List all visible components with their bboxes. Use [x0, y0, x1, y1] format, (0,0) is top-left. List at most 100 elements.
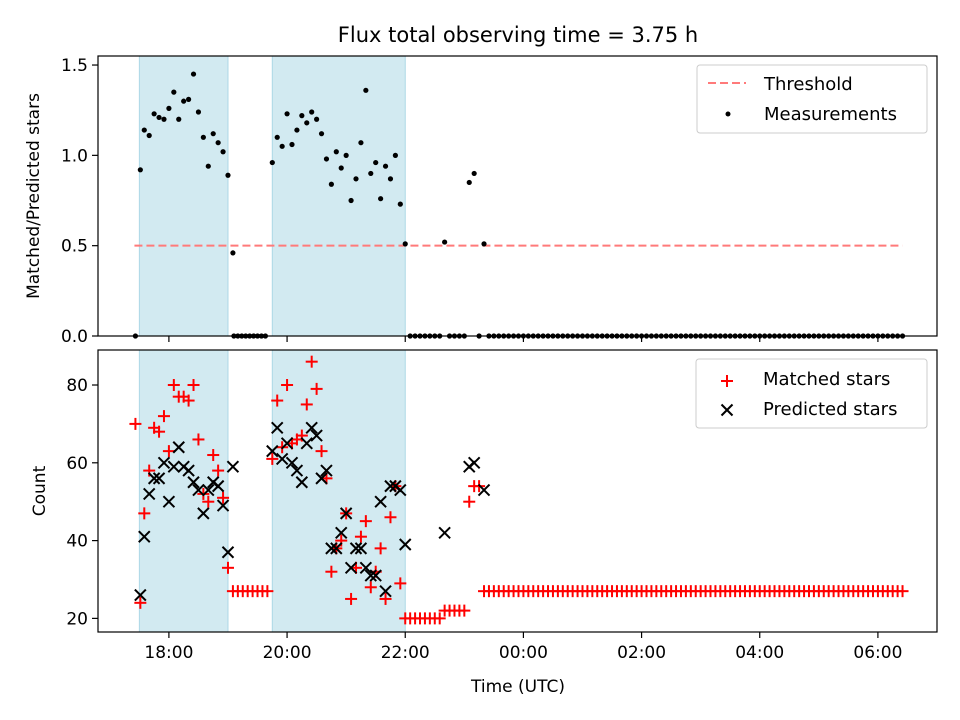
matched-star-marker	[157, 410, 170, 423]
measurement-point	[181, 98, 187, 104]
measurement-point	[230, 250, 236, 256]
measurement-point	[284, 111, 290, 117]
matched-star-marker	[325, 565, 338, 578]
predicted-star-marker	[305, 421, 318, 435]
predicted-star-marker	[142, 487, 156, 501]
predicted-star-marker	[162, 495, 176, 508]
measurement-point	[378, 196, 384, 202]
predicted-star-marker	[335, 526, 348, 540]
matched-star-marker	[221, 561, 234, 574]
matched-star-marker	[134, 596, 147, 609]
x-tick-label: 04:00	[735, 643, 784, 663]
measurement-point	[137, 167, 143, 173]
predicted-star-marker	[226, 460, 240, 473]
measurement-point	[176, 116, 182, 122]
predicted-star-marker	[290, 464, 304, 477]
matched-star-marker	[281, 379, 294, 392]
matched-star-marker	[345, 592, 358, 605]
measurement-point	[382, 163, 389, 169]
measurement-point	[323, 156, 330, 162]
measurement-point	[363, 87, 369, 93]
measurement-point	[466, 179, 472, 186]
matched-star-marker	[379, 592, 392, 605]
predicted-star-marker	[300, 437, 313, 450]
predicted-star-marker	[152, 472, 166, 485]
predicted-star-marker	[399, 538, 412, 551]
predicted-star-marker	[295, 476, 309, 489]
measurement-point	[397, 201, 403, 207]
matched-star-marker	[182, 394, 195, 407]
measurement-point	[309, 109, 315, 115]
matched-star-marker	[374, 542, 387, 555]
observing-band-2	[271, 55, 406, 337]
measurement-point	[274, 134, 280, 140]
predicted-star-marker	[216, 499, 230, 512]
matched-star-marker	[394, 577, 407, 590]
measurement-point	[156, 114, 162, 121]
measurement-point	[402, 241, 408, 247]
predicted-star-marker	[477, 483, 491, 497]
matched-star-marker	[458, 604, 471, 617]
bottom-y-ticks: 20 40 60 80	[66, 376, 98, 629]
matched-star-marker	[192, 433, 205, 446]
predicted-star-marker	[271, 421, 284, 435]
measurement-point	[220, 149, 226, 155]
y-tick-label: 0.0	[61, 327, 88, 347]
measurement-point	[171, 89, 177, 95]
matched-star-marker	[300, 398, 313, 411]
predicted-legend-label: Predicted stars	[763, 399, 897, 420]
observing-band-2	[271, 349, 406, 633]
top-y-ticks: 0.0 0.5 1.0 1.5	[61, 56, 98, 347]
matched-legend-swatch	[721, 375, 733, 387]
predicted-star-marker	[192, 483, 205, 497]
matched-star-marker	[433, 612, 446, 625]
matched-star-marker	[162, 445, 175, 458]
matched-star-marker	[315, 445, 328, 458]
predicted-star-marker	[172, 441, 185, 454]
matched-star-marker	[896, 585, 909, 598]
matched-star-marker	[212, 464, 225, 477]
measurement-point	[210, 131, 216, 137]
predicted-star-marker	[379, 584, 392, 598]
predicted-star-marker	[364, 569, 377, 582]
threshold-legend-label: Threshold	[763, 74, 853, 95]
measurement-point	[294, 127, 300, 133]
measurement-point	[392, 152, 398, 158]
predicted-star-marker	[325, 542, 338, 555]
measurement-point	[338, 165, 344, 171]
matched-star-marker	[129, 417, 142, 430]
predicted-star-marker	[285, 456, 299, 470]
y-tick-label: 1.5	[61, 56, 88, 76]
predicted-star-marker	[187, 476, 200, 489]
measurement-point	[185, 96, 192, 102]
matched-star-marker	[187, 379, 200, 392]
measurement-point	[215, 140, 221, 146]
measurement-point	[279, 143, 285, 149]
measurement-point	[141, 127, 147, 133]
matched-star-marker	[359, 515, 372, 528]
measurement-point	[200, 134, 206, 140]
matched-star-marker	[384, 511, 397, 524]
x-axis-label: Time (UTC)	[470, 677, 565, 697]
x-tick-label: 02:00	[617, 643, 666, 663]
y-tick-label: 60	[66, 454, 88, 474]
measurement-point	[304, 120, 310, 126]
measurement-point	[358, 140, 364, 146]
measurement-point	[151, 111, 157, 117]
x-tick-label: 18:00	[144, 643, 193, 663]
matched-star-marker	[153, 425, 166, 438]
top-plot-frame	[97, 55, 938, 337]
predicted-star-marker	[157, 456, 171, 470]
measurement-point	[314, 116, 320, 122]
x-tick-label: 22:00	[381, 643, 430, 663]
bottom-legend-frame	[695, 358, 928, 429]
predicted-star-marker	[394, 483, 407, 497]
predicted-star-marker	[138, 530, 151, 543]
predicted-star-marker	[320, 464, 333, 477]
predicted-star-marker	[266, 444, 279, 458]
predicted-star-marker	[344, 561, 358, 575]
predicted-star-marker	[280, 437, 294, 450]
predicted-star-marker	[349, 542, 363, 555]
matched-star-marker	[463, 495, 476, 508]
